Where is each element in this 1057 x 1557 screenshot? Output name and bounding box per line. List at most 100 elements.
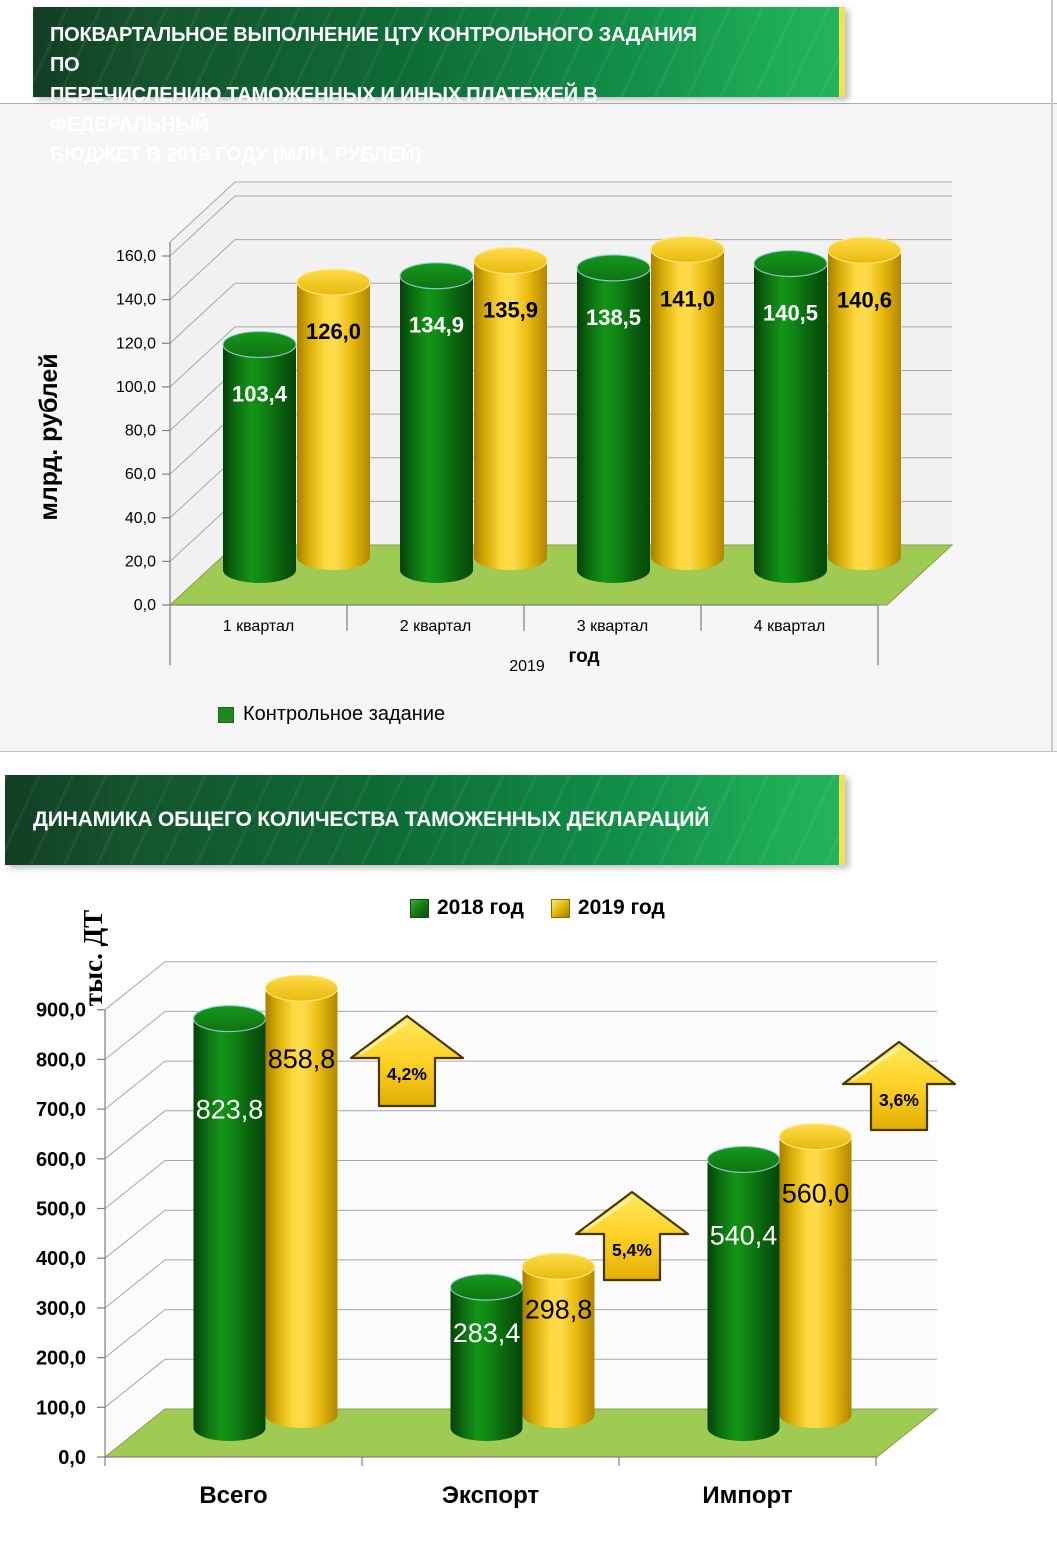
bars [192, 974, 853, 1442]
arrow-highlight [359, 1020, 408, 1056]
gridline [104, 1160, 937, 1209]
slide1-title-line2: ПЕРЕЧИСЛЕНИЮ ТАМОЖЕННЫХ И ИНЫХ ПЛАТЕЖЕЙ … [50, 84, 598, 136]
y-tick-label: 500,0 [36, 1199, 86, 1221]
gridline [104, 1259, 937, 1309]
legend-label-2018: 2018 год [437, 896, 524, 919]
cylinder-body [297, 282, 370, 571]
x-category-label: Импорт [702, 1482, 793, 1509]
value-label: 823,8 [196, 1095, 264, 1125]
slide2-title: ДИНАМИКА ОБЩЕГО КОЛИЧЕСТВА ТАМОЖЕННЫХ ДЕ… [33, 808, 710, 831]
bar-2019 год-Импорт [778, 1123, 853, 1429]
slide1-frame-top-border [0, 103, 1057, 104]
gridline [169, 195, 952, 257]
value-label: 138,5 [586, 305, 641, 330]
gridline [104, 1209, 937, 1259]
value-label: 540,4 [710, 1220, 778, 1250]
cylinder-body [474, 260, 547, 571]
y-tick-label: 400,0 [36, 1248, 86, 1270]
legend-marker-2019 [550, 898, 570, 918]
y-tick-label: 600,0 [36, 1149, 86, 1171]
chart2-plot: 0,0 100,0 200,0 300,0 400,0 500,0 600,0 700,0 80… [36, 910, 957, 1509]
value-label: 283,4 [453, 1318, 521, 1348]
bar-yellow-1 квартал [296, 268, 371, 571]
y-tick-label: 100,0 [116, 379, 156, 396]
y-tick-label: 300,0 [36, 1298, 86, 1320]
gridline [104, 1010, 937, 1060]
y-tick-label: 0,0 [58, 1447, 86, 1469]
cylinder-top [222, 330, 297, 359]
value-label: 126,0 [306, 319, 361, 344]
bar-Контрольное задание-4 квартал [753, 249, 828, 584]
legend-item-2018: 2018 год [410, 896, 524, 920]
growth-percent-label: 4,2% [387, 1064, 427, 1084]
cylinder-top [399, 262, 474, 290]
y-tick-label: 20,0 [125, 553, 156, 570]
bar-yellow-4 квартал [827, 236, 902, 571]
cylinder-top [521, 1252, 596, 1281]
cylinder-top [473, 246, 548, 275]
legend-marker-2018 [410, 898, 429, 918]
cylinder-body [754, 263, 827, 584]
cylinder-body [193, 1018, 266, 1442]
slide2-title-banner: ДИНАМИКА ОБЩЕГО КОЛИЧЕСТВА ТАМОЖЕННЫХ ДЕ… [5, 775, 845, 865]
slide1-title: ПОКВАРТАЛЬНОЕ ВЫПОЛНЕНИЕ ЦТУ КОНТРОЛЬНОГ… [33, 7, 710, 170]
y-tick-label: 80,0 [125, 423, 156, 440]
cylinder-body [223, 344, 296, 583]
y-tick-label: 140,0 [116, 292, 156, 309]
chart2-legend: 2018 год 2019 год [410, 896, 665, 920]
y-axis-title: тыс. ДТ [78, 910, 108, 1006]
bar-2018 год-Экспорт [449, 1273, 524, 1442]
cylinder-top [449, 1273, 524, 1301]
y-tick-label: 100,0 [36, 1397, 86, 1419]
slide1-frame-right-border [1051, 0, 1053, 751]
legend-item-2019: 2019 год [550, 896, 665, 920]
slide1-title-line3: БЮДЖЕТ В 2019 ГОДУ (МЛН. РУБЛЕЙ) [50, 144, 422, 166]
cylinder-body [265, 988, 338, 1429]
y-tick-label: 200,0 [36, 1348, 86, 1370]
x-category-label: 4 квартал [754, 618, 826, 635]
bar-2019 год-Всего [264, 974, 339, 1429]
growth-percent-label: 5,4% [612, 1240, 652, 1260]
value-label: 141,0 [660, 286, 715, 311]
chart1-legend: Контрольное задание [218, 703, 445, 726]
x-category-label: 2 квартал [400, 618, 472, 635]
value-label: 298,8 [525, 1294, 593, 1324]
bar-2019 год-Экспорт [521, 1252, 596, 1429]
cylinder-top [778, 1123, 853, 1151]
arrow-highlight [584, 1196, 633, 1232]
legend-label-control-task: Контрольное задание [243, 703, 446, 725]
cylinder-top [296, 268, 371, 296]
value-label: 103,4 [232, 381, 288, 406]
slide1-title-line1: ПОКВАРТАЛЬНОЕ ВЫПОЛНЕНИЕ ЦТУ КОНТРОЛЬНОГ… [50, 24, 697, 76]
legend-label-2019: 2019 год [577, 896, 665, 919]
value-label: 140,5 [763, 301, 818, 326]
bar-yellow-3 квартал [650, 235, 725, 571]
cylinder-top [753, 249, 828, 278]
cylinder-top [706, 1145, 781, 1174]
gridline [104, 1309, 937, 1358]
growth-percent-label: 3,6% [879, 1090, 919, 1110]
y-tick-label: 0,0 [134, 597, 156, 614]
y-tick-label: 700,0 [36, 1099, 86, 1121]
cylinder-body [828, 250, 901, 571]
chart1-plot: 0,0 20,0 40,0 60,0 80,0 100,0 120,0 140,0 160,0 1… [35, 181, 954, 675]
x-axis-title: год [568, 646, 599, 667]
growth-arrow-icon [841, 1040, 957, 1132]
legend-marker-control-task [218, 706, 234, 723]
cylinder-body [400, 275, 473, 584]
x-category-label: Экспорт [442, 1482, 540, 1509]
wall-top-edge [169, 181, 952, 243]
x-category-label: 1 квартал [223, 618, 295, 635]
arrow-highlight [851, 1046, 900, 1082]
cylinder-body [707, 1159, 780, 1442]
y-tick-label: 160,0 [116, 248, 156, 265]
slide1-frame-bottom-border [0, 751, 1057, 752]
y-tick-label: 800,0 [36, 1049, 86, 1071]
bar-2018 год-Всего [192, 1004, 267, 1442]
value-label: 140,6 [837, 287, 892, 312]
value-label: 134,9 [409, 313, 464, 338]
y-tick-label: 120,0 [116, 335, 156, 352]
value-label: 135,9 [483, 298, 538, 323]
